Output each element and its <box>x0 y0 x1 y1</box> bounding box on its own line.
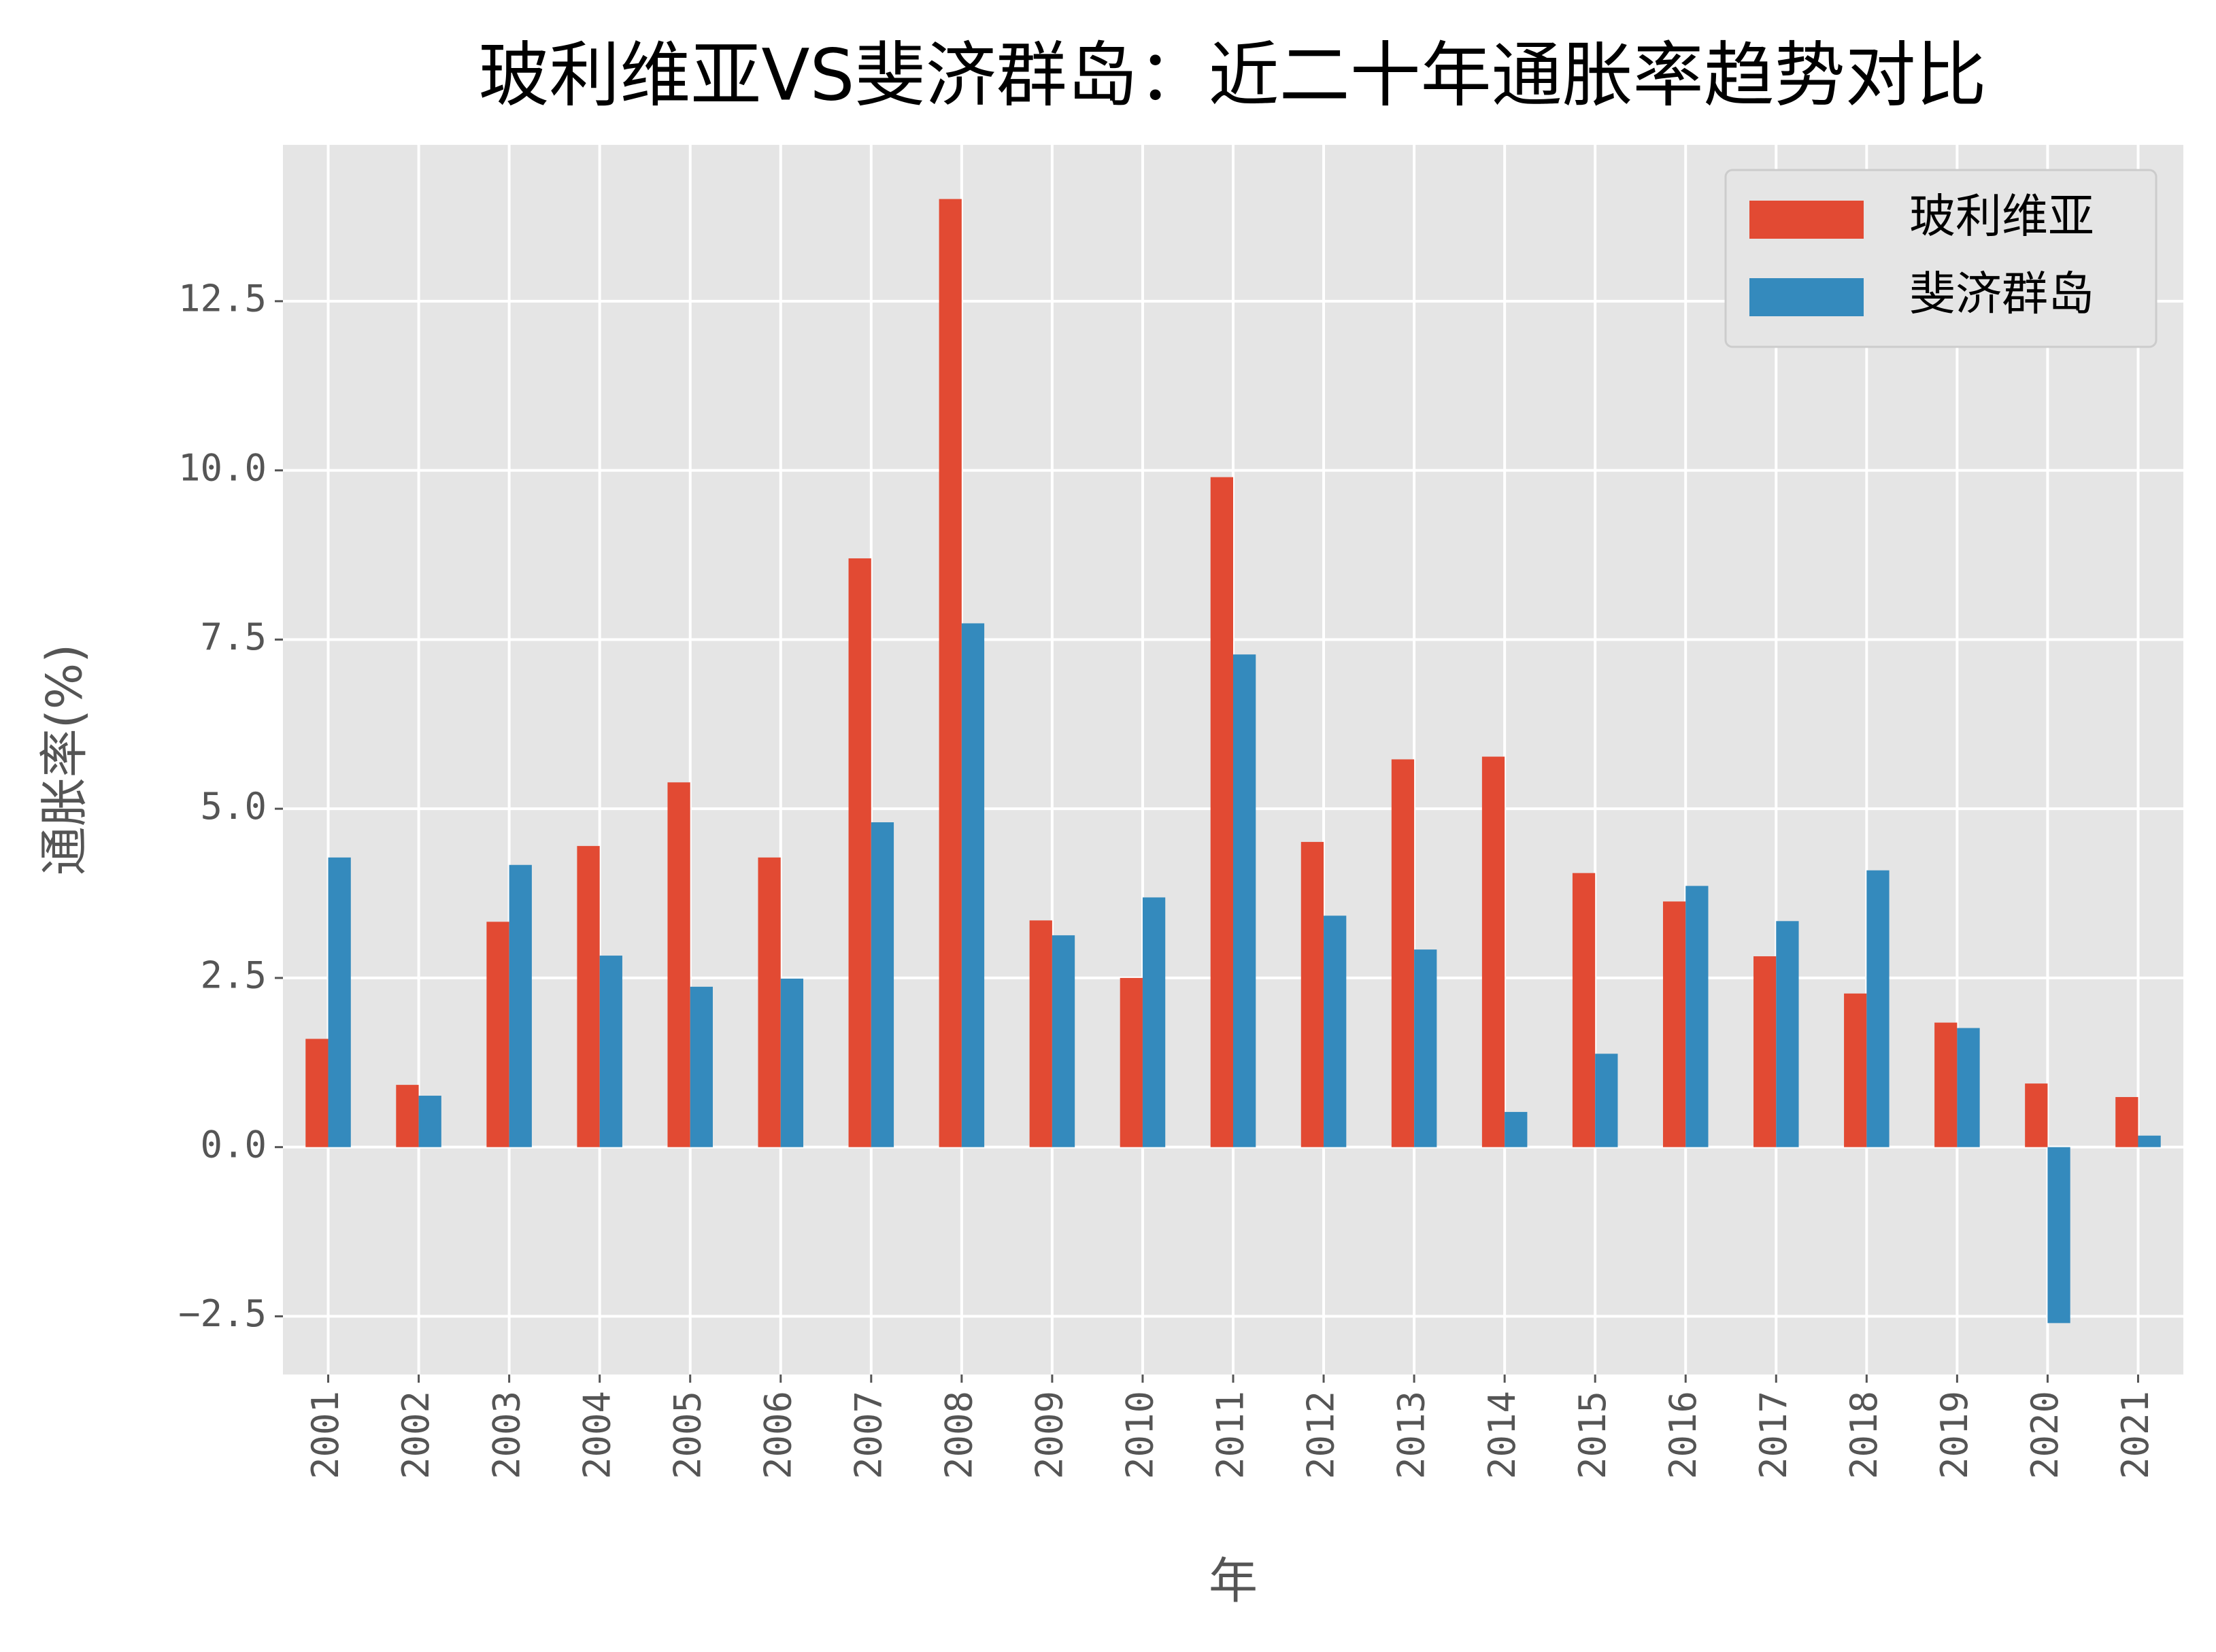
bar <box>1957 1028 1980 1147</box>
x-tick-label: 2006 <box>756 1391 799 1479</box>
x-tick-label: 2011 <box>1209 1391 1252 1479</box>
bar <box>1391 759 1415 1147</box>
x-tick-label: 2012 <box>1300 1391 1343 1479</box>
bar <box>418 1096 441 1147</box>
bar <box>1776 921 1799 1147</box>
x-tick-label: 2019 <box>1933 1391 1976 1479</box>
bar <box>1934 1022 1958 1147</box>
bar <box>1324 915 1347 1147</box>
bar <box>690 986 713 1147</box>
x-tick-label: 2020 <box>2024 1391 2066 1479</box>
bar <box>1142 897 1166 1147</box>
bar <box>1753 956 1777 1147</box>
bar <box>871 822 894 1147</box>
bar <box>667 782 690 1147</box>
x-tick-label: 2017 <box>1752 1391 1795 1479</box>
legend-label: 斐济群岛 <box>1909 268 2094 322</box>
bar <box>1300 841 1324 1147</box>
bar <box>396 1085 419 1147</box>
y-tick-label: 10.0 <box>178 446 267 489</box>
x-tick-label: 2014 <box>1481 1391 1524 1479</box>
x-tick-label: 2021 <box>2114 1391 2157 1479</box>
y-tick-label: 5.0 <box>200 785 267 828</box>
bar <box>1866 870 1890 1147</box>
bar <box>2025 1083 2048 1147</box>
bar <box>1685 886 1709 1147</box>
bar <box>2115 1097 2138 1147</box>
bar <box>939 199 962 1147</box>
y-tick-label: 12.5 <box>178 277 267 320</box>
legend-label: 玻利维亚 <box>1909 190 2094 244</box>
bar <box>486 922 509 1147</box>
x-tick-label: 2007 <box>847 1391 890 1479</box>
bar <box>599 956 622 1147</box>
x-tick-label: 2016 <box>1662 1391 1705 1479</box>
y-tick-label: 0.0 <box>200 1123 267 1166</box>
bar <box>758 857 781 1147</box>
x-tick-label: 2013 <box>1390 1391 1433 1479</box>
x-tick-label: 2002 <box>394 1391 437 1479</box>
bar <box>1572 873 1596 1147</box>
legend-swatch <box>1749 278 1864 316</box>
bar <box>1029 920 1052 1147</box>
x-tick-label: 2001 <box>304 1391 347 1479</box>
bar <box>1052 935 1075 1147</box>
x-tick-label: 2003 <box>485 1391 528 1479</box>
bar <box>1120 977 1143 1147</box>
bar <box>305 1039 329 1147</box>
legend-swatch <box>1749 201 1864 239</box>
y-tick-label: 7.5 <box>200 616 267 658</box>
bar <box>1481 756 1505 1147</box>
bar <box>1233 654 1256 1147</box>
chart-title: 玻利维亚VS斐济群岛：近二十年通胀率趋势对比 <box>478 33 1986 116</box>
bar <box>2138 1135 2161 1147</box>
bar <box>509 864 532 1147</box>
bar <box>1662 901 1686 1147</box>
bar <box>961 623 985 1147</box>
x-tick-label: 2008 <box>937 1391 980 1479</box>
x-tick-label: 2005 <box>666 1391 709 1479</box>
x-tick-label: 2009 <box>1028 1391 1071 1479</box>
bar <box>1210 477 1233 1147</box>
bar <box>1595 1053 1618 1147</box>
bar <box>1844 993 1867 1147</box>
bar <box>1414 949 1437 1147</box>
x-axis-label: 年 <box>1209 1553 1258 1610</box>
y-tick-label: 2.5 <box>200 954 267 997</box>
bar <box>1505 1111 1528 1147</box>
x-tick-label: 2010 <box>1119 1391 1162 1479</box>
y-tick-label: −2.5 <box>178 1292 267 1335</box>
bar <box>848 558 871 1147</box>
y-axis-label: 通胀率(%) <box>36 644 93 876</box>
bar <box>2047 1147 2070 1324</box>
bar <box>577 845 600 1147</box>
x-tick-label: 2015 <box>1571 1391 1614 1479</box>
bar <box>780 978 804 1147</box>
x-tick-label: 2004 <box>575 1391 618 1479</box>
bar <box>328 857 351 1147</box>
x-tick-label: 2018 <box>1843 1391 1885 1479</box>
